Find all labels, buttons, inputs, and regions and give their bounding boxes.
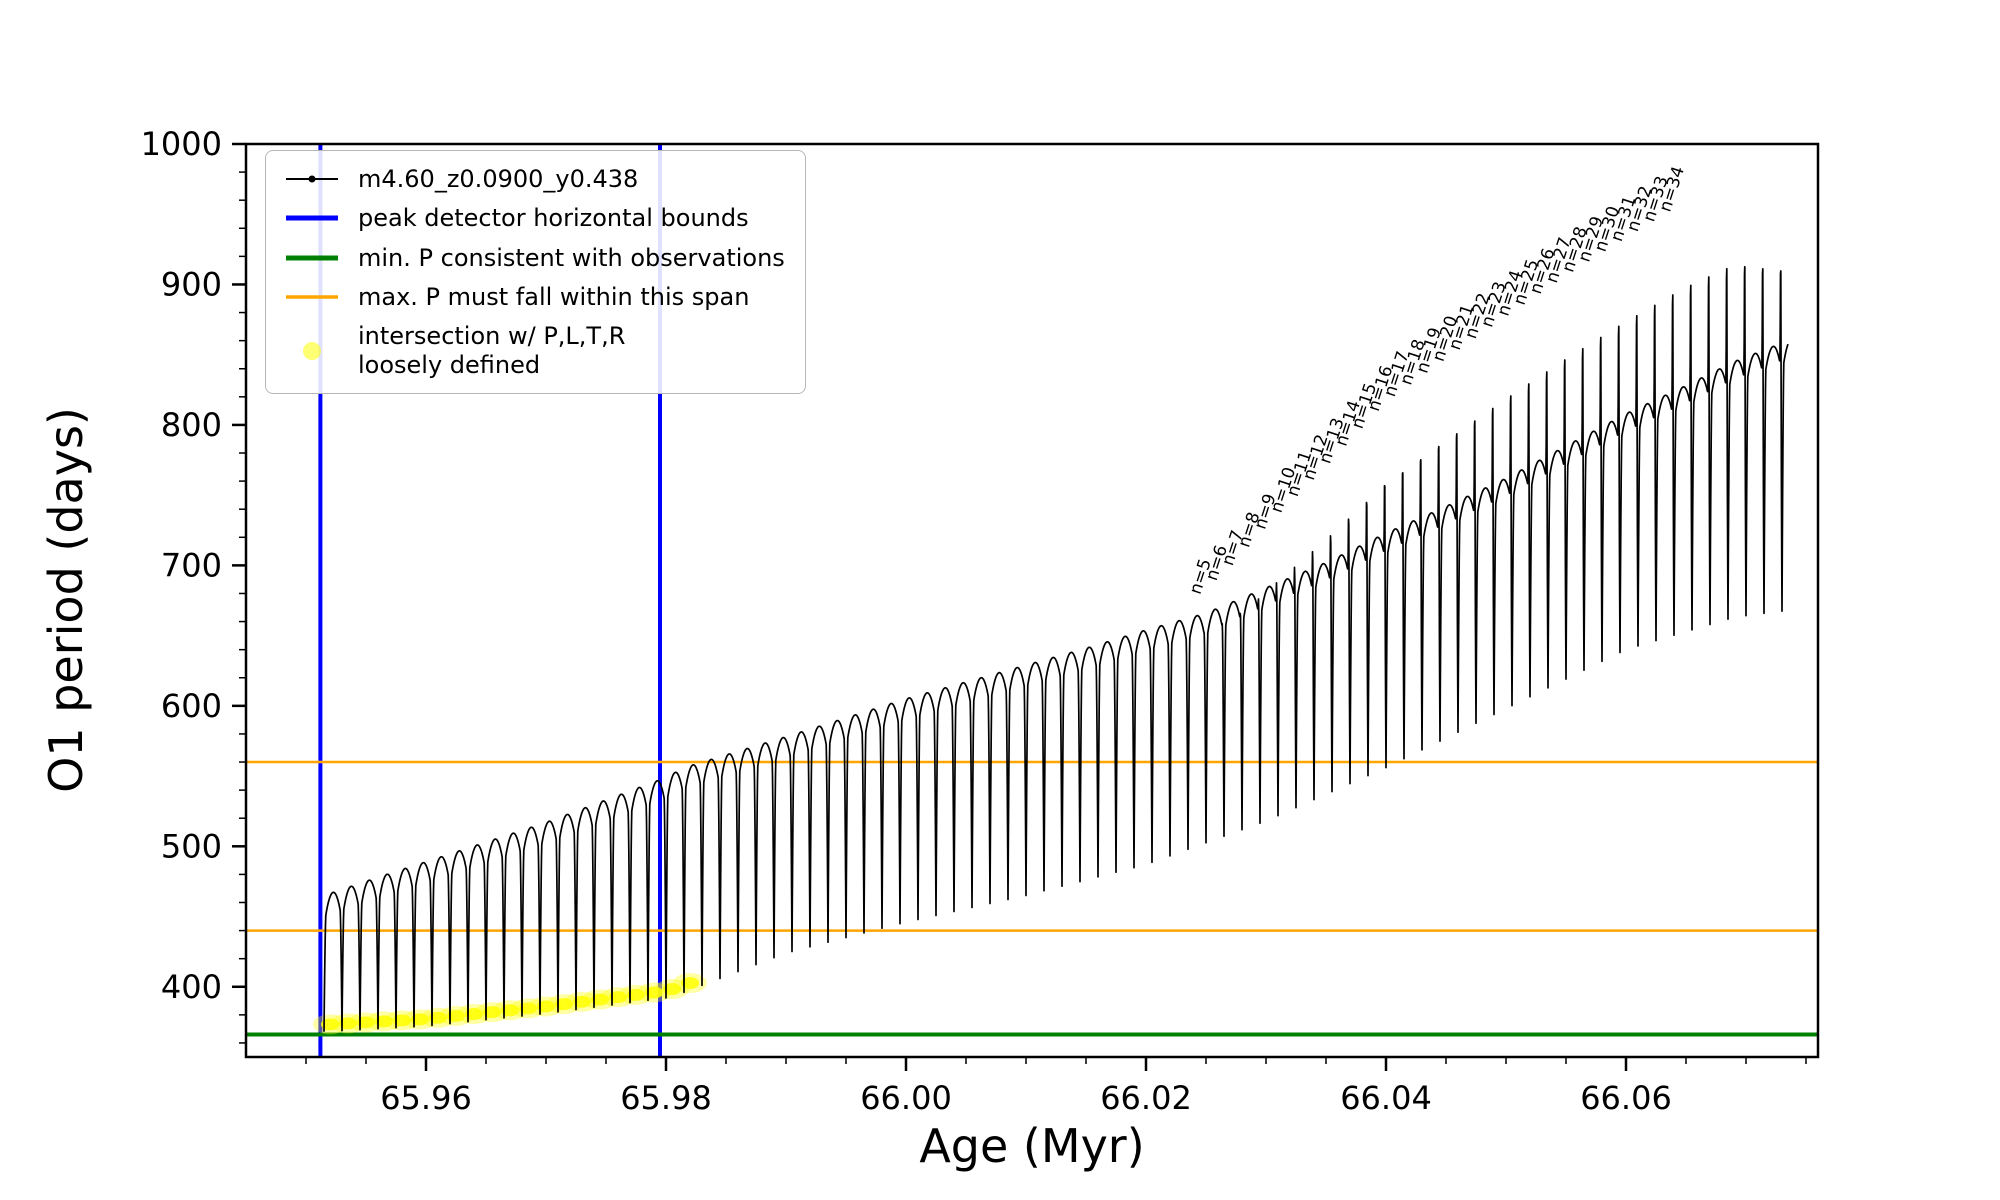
legend-entry-min-p: min. P consistent with observations (282, 244, 785, 272)
green-line-icon (286, 255, 338, 261)
axes: 65.96 65.98 66.00 66.02 66.04 66.06 400 500 600 7… (141, 125, 1820, 1117)
intersection-marker-core (555, 998, 573, 1011)
legend-entry-intersection: intersection w/ P,L,T,R loosely defined (282, 322, 785, 379)
intersection-marker-core (483, 1006, 501, 1019)
intersection-marker-core (465, 1008, 483, 1021)
x-tick-label: 66.02 (1100, 1079, 1192, 1117)
intersection-marker-core (429, 1011, 447, 1024)
intersection-marker-core (609, 991, 627, 1004)
intersection-marker-core (375, 1015, 393, 1028)
intersection-marker-core (645, 986, 663, 999)
y-tick-label: 400 (161, 968, 222, 1006)
line-marker-icon (286, 175, 338, 183)
intersection-marker-core (411, 1013, 429, 1026)
intersection-marker-core (393, 1014, 411, 1027)
intersection-marker-core (573, 995, 591, 1008)
x-tick-label: 66.04 (1340, 1079, 1432, 1117)
blue-line-icon (286, 215, 338, 221)
legend-label: max. P must fall within this span (358, 282, 750, 311)
legend-label: peak detector horizontal bounds (358, 204, 749, 233)
intersection-marker-core (357, 1016, 375, 1029)
plot-spines (244, 142, 1820, 1059)
x-tick-label: 65.98 (620, 1079, 712, 1117)
intersection-marker-core (519, 1002, 537, 1015)
intersection-marker-core (339, 1017, 357, 1030)
y-tick-label: 600 (161, 687, 222, 725)
x-tick-label: 65.96 (380, 1079, 472, 1117)
legend-label: intersection w/ P,L,T,R loosely defined (358, 322, 625, 379)
intersection-marker-core (501, 1004, 519, 1017)
y-tick-label: 900 (161, 265, 222, 303)
mode-annotations: n=5n=6n=7n=8n=9n=10n=11n=12n=13n=14n=15n… (1186, 164, 1689, 597)
y-tick-label: 1000 (141, 125, 222, 163)
legend: m4.60_z0.0900_y0.438 peak detector horiz… (265, 150, 806, 394)
x-tick-label: 66.06 (1580, 1079, 1672, 1117)
intersection-marker-core (537, 1000, 555, 1013)
model-track-line (323, 265, 1789, 1032)
y-tick-label: 700 (161, 546, 222, 584)
intersection-marker-core (627, 988, 645, 1001)
intersection-marker-core (681, 977, 699, 990)
yellow-dot-icon (303, 341, 321, 360)
y-axis-label: O1 period (days) (39, 407, 93, 793)
intersection-marker-core (663, 983, 681, 996)
intersection-markers (313, 973, 707, 1035)
legend-label-line2: loosely defined (358, 350, 541, 379)
orange-line-icon (286, 295, 338, 299)
y-tick-label: 500 (161, 827, 222, 865)
x-tick-label: 66.00 (860, 1079, 952, 1117)
y-tick-label: 800 (161, 406, 222, 444)
x-axis-label: Age (Myr) (919, 1119, 1144, 1173)
data-series (323, 265, 1789, 1032)
legend-dot-sample (308, 175, 316, 183)
legend-label: m4.60_z0.0900_y0.438 (358, 165, 639, 193)
legend-label: min. P consistent with observations (358, 243, 785, 272)
legend-entry-peak-bounds: peak detector horizontal bounds (282, 204, 785, 232)
legend-label-line1: intersection w/ P,L,T,R (358, 322, 626, 351)
intersection-marker-core (591, 993, 609, 1006)
intersection-marker-core (321, 1018, 339, 1031)
legend-entry-max-p: max. P must fall within this span (282, 283, 785, 311)
intersection-marker-core (447, 1009, 465, 1022)
legend-dot-sample (303, 341, 321, 360)
legend-entry-track: m4.60_z0.0900_y0.438 (282, 165, 785, 193)
